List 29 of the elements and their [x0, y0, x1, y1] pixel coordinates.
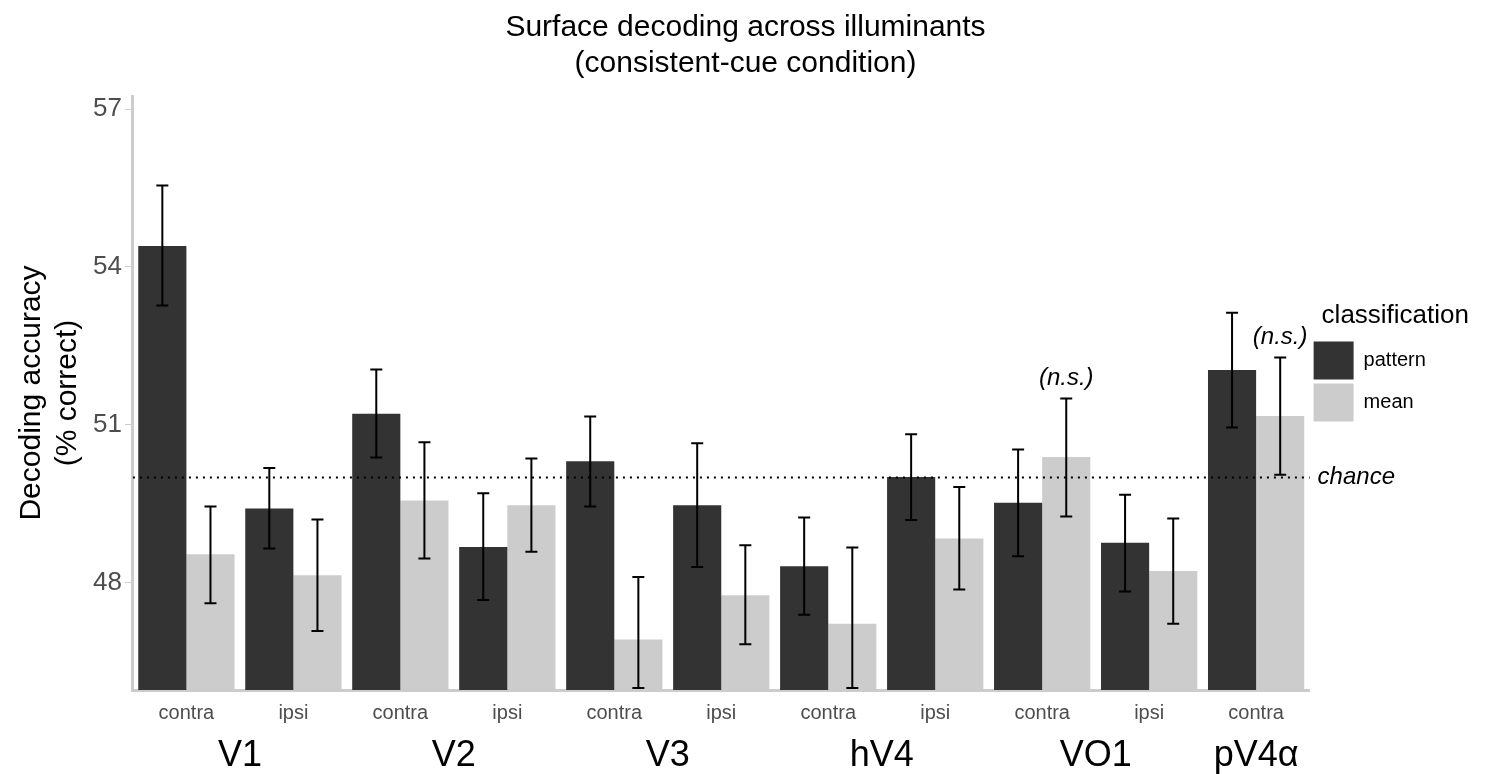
legend-title: classification: [1321, 298, 1470, 329]
chart-title: Surface decoding across illuminants (consistent-cue condition): [505, 9, 986, 79]
text: pV4α: [1213, 732, 1299, 774]
x-tick-label: contra: [800, 700, 857, 723]
legend-label: pattern: [1363, 348, 1426, 371]
x-tick-label: ipsi: [278, 700, 309, 723]
text: VO1: [1059, 732, 1132, 774]
y-tick-label: 57: [93, 92, 122, 123]
x-tick-label: contra: [372, 700, 430, 723]
x-tick-label: ipsi: [492, 700, 523, 723]
y-tick-label: 48: [93, 565, 122, 596]
x-tick-label: contra: [1014, 700, 1071, 723]
ref-line-label: chance: [1317, 462, 1395, 490]
text: V2: [431, 732, 476, 774]
text: hV4: [849, 732, 914, 774]
data-label: (n.s.): [1252, 322, 1308, 350]
x-tick-label: ipsi: [1134, 700, 1165, 723]
text: V3: [645, 732, 690, 774]
x-tick-label: contra: [1228, 700, 1285, 723]
y-axis-title: Decoding accuracy (% correct): [13, 265, 83, 521]
legend-label: mean: [1363, 390, 1414, 413]
y-tick-label: 54: [93, 250, 122, 281]
x-tick-label: contra: [158, 700, 216, 723]
text: V1: [217, 732, 262, 774]
data-label: (n.s.): [1038, 363, 1094, 391]
y-tick-label: 51: [93, 408, 122, 438]
x-tick-label: ipsi: [920, 700, 951, 723]
x-tick-label: contra: [586, 700, 643, 723]
x-tick-label: ipsi: [706, 700, 737, 723]
